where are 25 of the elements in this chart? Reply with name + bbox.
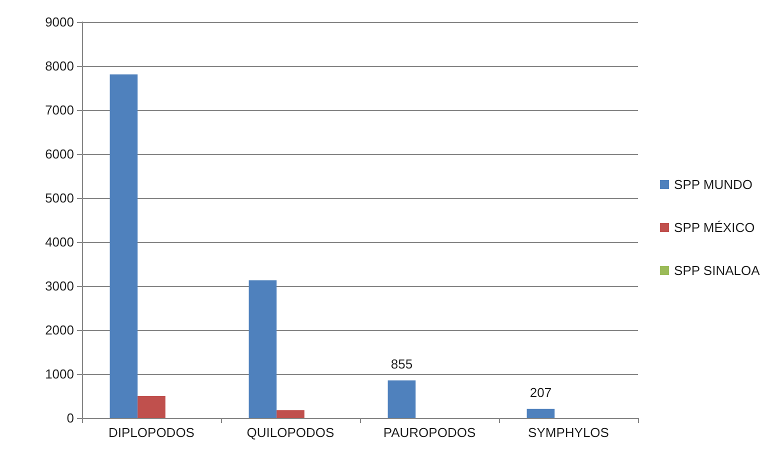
y-tick-label: 3000: [45, 278, 74, 294]
y-tick-label: 2000: [45, 322, 74, 338]
bar: [138, 396, 166, 418]
legend-label: SPP MÉXICO: [674, 220, 755, 235]
bar: [526, 408, 555, 418]
legend-label: SPP MUNDO: [674, 177, 753, 192]
y-tick-label: 6000: [45, 146, 74, 162]
x-tick-label: PAUROPODOS: [383, 425, 476, 440]
bar: [276, 410, 304, 418]
y-tick-label: 9000: [45, 14, 74, 30]
x-tick-label: QUILOPODOS: [246, 425, 335, 440]
y-tick-label: 8000: [45, 58, 74, 74]
data-label: 855: [390, 356, 413, 372]
bar: [388, 380, 416, 418]
y-tick-label: 5000: [45, 190, 74, 206]
y-tick-label: 7000: [45, 102, 74, 118]
bar: [110, 74, 138, 418]
y-tick-label: 0: [66, 410, 74, 426]
y-tick-label: 1000: [45, 366, 74, 382]
bar: [248, 280, 277, 418]
y-tick-label: 4000: [45, 234, 74, 250]
legend-label: SPP SINALOA: [674, 263, 760, 278]
x-tick-label: SYMPHYLOS: [528, 425, 610, 440]
data-label: 207: [530, 384, 552, 400]
x-tick-label: DIPLOPODOS: [108, 425, 195, 440]
